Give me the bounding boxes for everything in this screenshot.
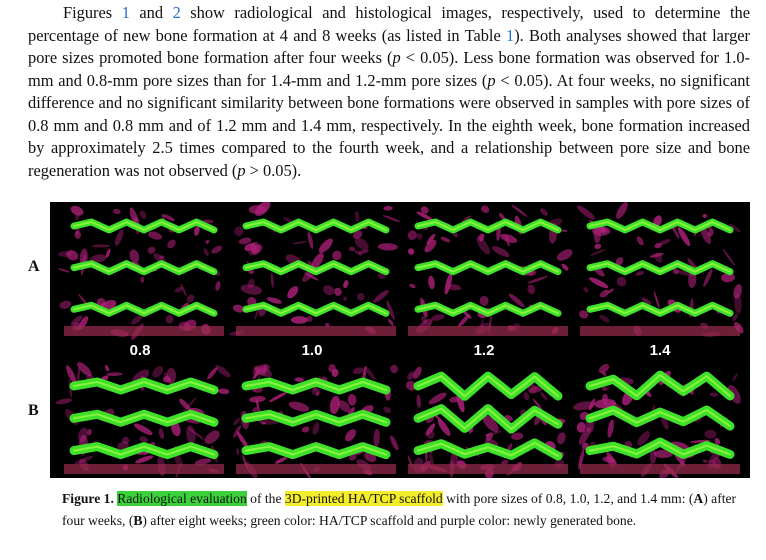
caption-ref-a: A: [693, 491, 704, 506]
highlight-scaffold: 3D-printed HA/TCP scaffold: [284, 491, 443, 506]
pore-size-label-1-4: 1.4: [649, 342, 671, 359]
scaffold-panel-b-2: [233, 364, 399, 478]
row-label-a: A: [28, 258, 40, 275]
radiological-figure: 0.8 1.0 1.2 1.4: [50, 202, 750, 478]
scaffold-panel-a-2: [229, 202, 401, 336]
text-run: and: [129, 3, 173, 22]
figure-caption: Figure 1. Radiological evaluation of the…: [62, 488, 752, 532]
table-1-link[interactable]: 1: [506, 25, 515, 45]
text-run: with pore sizes of 0.8, 1.0, 1.2, and 1.…: [442, 491, 694, 506]
pore-size-label-1-2: 1.2: [473, 342, 495, 359]
text-run: ). Both analyses showed that larger pore…: [28, 25, 750, 68]
figure-2-link[interactable]: 2: [172, 3, 181, 22]
scaffold-panel-b-4: [573, 364, 741, 478]
text-run: ) after four weeks, (: [62, 491, 737, 528]
figure-1-link[interactable]: 1: [121, 3, 130, 22]
text-run: > 0.05).: [245, 160, 302, 180]
text-run: Figures: [63, 3, 122, 22]
row-label-b: B: [28, 402, 39, 419]
caption-ref-b: B: [133, 513, 143, 528]
text-run: show radiological and histological image…: [28, 3, 750, 45]
highlight-radiological: Radiological evaluation: [117, 491, 247, 506]
scaffold-panel-a-4: [577, 202, 744, 337]
text-run: of the: [246, 491, 285, 506]
p-symbol: p: [487, 70, 496, 90]
figure-image: [55, 202, 744, 478]
pore-size-label-0-8: 0.8: [129, 342, 151, 359]
text-run: < 0.05). Less bone formation was observe…: [28, 48, 750, 90]
p-symbol: p: [392, 48, 401, 67]
p-symbol: p: [237, 160, 246, 180]
scaffold-panel-a-3: [407, 204, 573, 336]
scaffold-panel-b-3: [405, 366, 568, 478]
scaffold-panel-b-1: [55, 362, 231, 478]
text-run: ) after eight weeks; green color: HA/TCP…: [142, 513, 637, 528]
pore-size-label-1-0: 1.0: [301, 342, 323, 359]
text-run: < 0.05). At four weeks, no significant d…: [28, 70, 750, 180]
caption-label: Figure 1.: [62, 491, 114, 506]
scaffold-panel-a-1: [57, 205, 224, 341]
body-paragraph: Figures 1 and 2 show radiological and hi…: [28, 2, 750, 182]
